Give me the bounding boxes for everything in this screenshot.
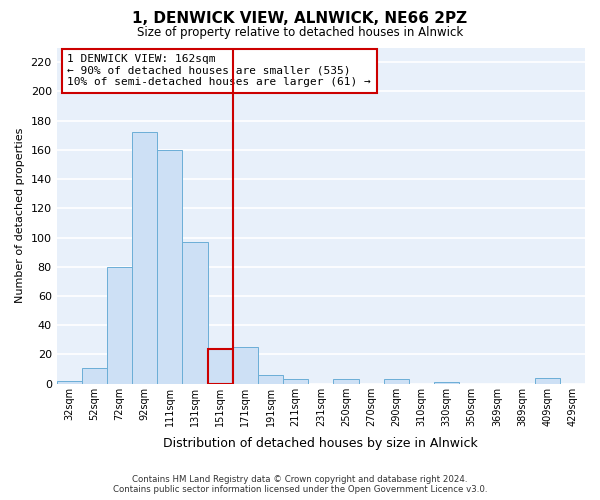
- Bar: [434, 382, 459, 384]
- Text: Contains HM Land Registry data © Crown copyright and database right 2024.
Contai: Contains HM Land Registry data © Crown c…: [113, 474, 487, 494]
- Bar: [132, 132, 157, 384]
- Bar: [182, 242, 208, 384]
- Bar: [535, 378, 560, 384]
- X-axis label: Distribution of detached houses by size in Alnwick: Distribution of detached houses by size …: [163, 437, 478, 450]
- Bar: [384, 380, 409, 384]
- Bar: [107, 267, 132, 384]
- Bar: [258, 375, 283, 384]
- Bar: [334, 380, 359, 384]
- Bar: [208, 348, 233, 384]
- Bar: [283, 380, 308, 384]
- Y-axis label: Number of detached properties: Number of detached properties: [15, 128, 25, 304]
- Bar: [157, 150, 182, 384]
- Bar: [233, 347, 258, 384]
- Bar: [82, 368, 107, 384]
- Text: 1 DENWICK VIEW: 162sqm
← 90% of detached houses are smaller (535)
10% of semi-de: 1 DENWICK VIEW: 162sqm ← 90% of detached…: [67, 54, 371, 88]
- Text: 1, DENWICK VIEW, ALNWICK, NE66 2PZ: 1, DENWICK VIEW, ALNWICK, NE66 2PZ: [133, 11, 467, 26]
- Text: Size of property relative to detached houses in Alnwick: Size of property relative to detached ho…: [137, 26, 463, 39]
- Bar: [56, 381, 82, 384]
